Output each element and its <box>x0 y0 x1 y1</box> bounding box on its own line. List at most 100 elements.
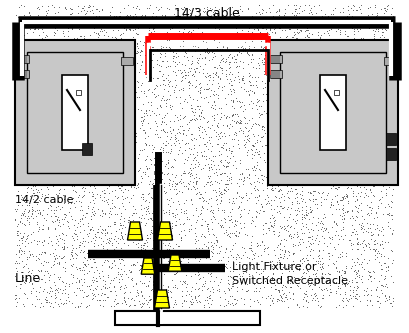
Point <box>165 141 172 146</box>
Point <box>212 274 219 280</box>
Point <box>53 131 59 136</box>
Point <box>99 248 106 254</box>
Point <box>329 69 335 75</box>
Point <box>105 33 112 39</box>
Point <box>285 304 292 309</box>
Point <box>43 41 49 47</box>
Point <box>256 65 262 70</box>
Point <box>317 115 324 120</box>
Point <box>67 194 74 200</box>
Point <box>59 255 66 261</box>
Point <box>166 177 173 183</box>
Point <box>333 166 340 172</box>
Point <box>177 279 183 284</box>
Point <box>118 193 125 199</box>
Point <box>138 304 145 310</box>
Point <box>395 48 401 53</box>
Point <box>251 26 257 32</box>
Point <box>271 247 277 253</box>
Point <box>369 139 375 144</box>
Point <box>26 324 32 329</box>
Point <box>33 181 39 186</box>
Point <box>261 208 267 213</box>
Point <box>281 7 288 12</box>
Point <box>384 316 391 322</box>
Point <box>19 35 25 40</box>
Point <box>373 26 380 32</box>
Point <box>114 211 120 216</box>
Point <box>256 151 262 156</box>
Point <box>54 147 61 152</box>
Point <box>53 111 59 117</box>
Point <box>103 240 110 246</box>
Point <box>328 224 335 229</box>
Point <box>189 324 196 330</box>
Point <box>176 311 183 317</box>
Point <box>233 133 240 138</box>
Point <box>254 97 261 102</box>
Point <box>151 216 157 221</box>
Point <box>321 226 327 231</box>
Point <box>223 262 229 267</box>
Point <box>272 312 279 318</box>
Point <box>184 320 191 325</box>
Point <box>61 240 67 245</box>
Point <box>111 168 117 173</box>
Point <box>130 82 137 87</box>
Point <box>314 233 320 238</box>
Point <box>354 240 361 245</box>
Point <box>319 44 326 49</box>
Point <box>71 183 77 188</box>
Point <box>127 137 133 142</box>
Point <box>234 63 240 69</box>
Point <box>296 163 303 168</box>
Point <box>265 273 271 279</box>
Point <box>75 54 82 59</box>
Point <box>380 226 387 231</box>
Point <box>218 258 225 263</box>
Point <box>204 45 210 50</box>
Point <box>351 226 357 231</box>
Point <box>117 61 124 66</box>
Point <box>39 156 46 161</box>
Point <box>347 127 354 132</box>
Point <box>211 279 218 284</box>
Point <box>44 34 51 39</box>
Point <box>381 317 387 323</box>
Point <box>273 287 280 292</box>
Point <box>133 134 139 139</box>
Point <box>190 109 197 114</box>
Point <box>339 43 345 48</box>
Point <box>41 249 47 255</box>
Point <box>83 101 90 106</box>
Point <box>34 306 41 312</box>
Point <box>355 170 362 175</box>
Point <box>241 39 248 45</box>
Point <box>127 226 134 232</box>
Point <box>268 259 275 264</box>
Point <box>217 294 224 299</box>
Point <box>278 81 284 86</box>
Point <box>161 210 167 215</box>
Point <box>164 129 170 135</box>
Point <box>306 132 312 137</box>
Point <box>29 16 36 21</box>
Point <box>214 131 221 137</box>
Point <box>17 68 24 73</box>
Point <box>344 57 351 63</box>
Point <box>153 282 160 287</box>
Point <box>170 59 177 64</box>
Point <box>119 222 126 227</box>
Point <box>226 145 232 151</box>
Point <box>313 10 319 15</box>
Point <box>299 270 306 275</box>
Point <box>144 99 151 105</box>
Point <box>270 206 277 212</box>
Point <box>187 318 194 323</box>
Point <box>216 200 223 205</box>
Point <box>208 165 215 170</box>
Point <box>300 179 306 185</box>
Point <box>181 4 187 9</box>
Point <box>72 115 79 121</box>
Point <box>121 299 128 305</box>
